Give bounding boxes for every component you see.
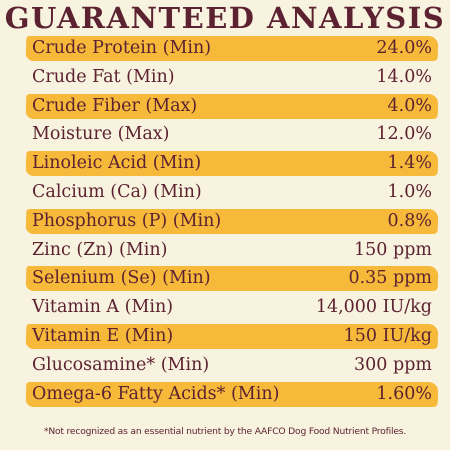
analysis-row: Vitamin E (Min) 150 IU/kg xyxy=(0,322,450,351)
nutrient-label: Crude Fiber (Max) xyxy=(32,95,198,116)
nutrient-value: 1.60% xyxy=(376,383,432,404)
nutrient-value: 0.35 ppm xyxy=(348,268,432,289)
nutrient-label: Calcium (Ca) (Min) xyxy=(32,181,202,202)
nutrient-value: 1.4% xyxy=(387,153,432,174)
nutrient-value: 12.0% xyxy=(376,124,432,145)
nutrient-value: 300 ppm xyxy=(354,354,432,375)
analysis-row: Zinc (Zn) (Min) 150 ppm xyxy=(0,236,450,265)
nutrient-label: Phosphorus (P) (Min) xyxy=(32,210,222,231)
nutrient-value: 4.0% xyxy=(387,95,432,116)
nutrient-value: 0.8% xyxy=(387,210,432,231)
nutrient-value: 150 ppm xyxy=(354,239,432,260)
nutrient-label: Linoleic Acid (Min) xyxy=(32,153,202,174)
analysis-row: Crude Protein (Min) 24.0% xyxy=(0,34,450,63)
nutrient-value: 24.0% xyxy=(376,38,432,58)
nutrient-label: Crude Fat (Min) xyxy=(32,66,175,87)
nutrient-value: 14.0% xyxy=(376,66,432,87)
analysis-row: Selenium (Se) (Min) 0.35 ppm xyxy=(0,264,450,293)
analysis-row: Crude Fiber (Max) 4.0% xyxy=(0,92,450,121)
nutrient-label: Selenium (Se) (Min) xyxy=(32,268,211,289)
analysis-table: Crude Protein (Min) 24.0% Crude Fat (Min… xyxy=(0,34,450,408)
analysis-row: Moisture (Max) 12.0% xyxy=(0,120,450,149)
page-title: GUARANTEED ANALYSIS xyxy=(4,1,446,35)
nutrient-label: Omega-6 Fatty Acids* (Min) xyxy=(32,383,280,404)
nutrient-label: Crude Protein (Min) xyxy=(32,38,212,58)
nutrient-value: 14,000 IU/kg xyxy=(315,297,432,318)
nutrient-label: Glucosamine* (Min) xyxy=(32,354,210,375)
nutrient-label: Moisture (Max) xyxy=(32,124,170,145)
analysis-row: Glucosamine* (Min) 300 ppm xyxy=(0,351,450,380)
nutrient-label: Zinc (Zn) (Min) xyxy=(32,239,168,260)
analysis-row: Crude Fat (Min) 14.0% xyxy=(0,63,450,92)
analysis-row: Phosphorus (P) (Min) 0.8% xyxy=(0,207,450,236)
analysis-row: Linoleic Acid (Min) 1.4% xyxy=(0,149,450,178)
nutrient-value: 150 IU/kg xyxy=(343,325,432,346)
nutrient-value: 1.0% xyxy=(387,181,432,202)
analysis-row: Omega-6 Fatty Acids* (Min) 1.60% xyxy=(0,380,450,409)
analysis-row: Vitamin A (Min) 14,000 IU/kg xyxy=(0,293,450,322)
footnote: *Not recognized as an essential nutrient… xyxy=(43,426,407,437)
analysis-row: Calcium (Ca) (Min) 1.0% xyxy=(0,178,450,207)
nutrient-label: Vitamin E (Min) xyxy=(32,325,174,346)
nutrient-label: Vitamin A (Min) xyxy=(32,297,174,318)
